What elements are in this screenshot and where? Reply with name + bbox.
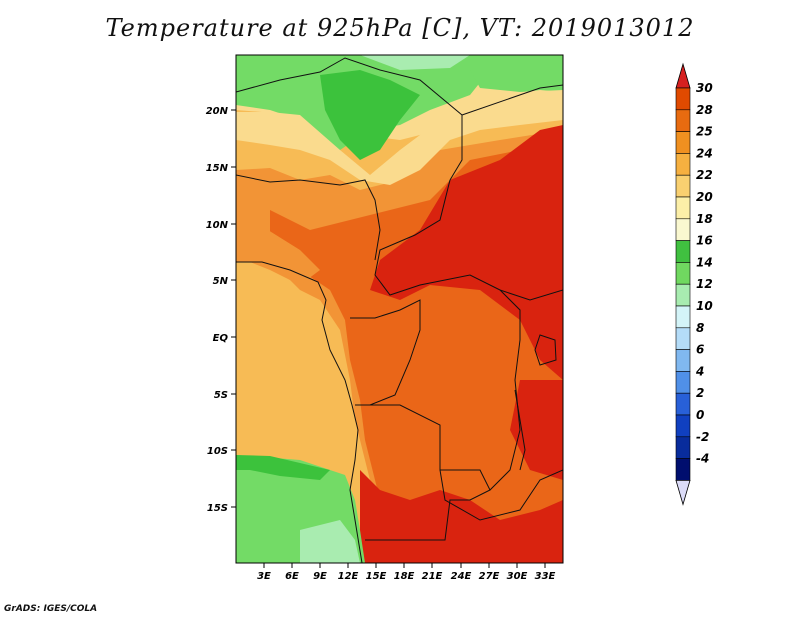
colorbar-band bbox=[675, 262, 691, 285]
lat-label: 10S bbox=[207, 446, 228, 457]
colorbar-level-label: 30 bbox=[696, 81, 713, 95]
lon-labels: 3E 6E 9E 12E 15E 18E 21E 24E 27E 30E 33E bbox=[257, 571, 555, 582]
field-south-green-dark bbox=[236, 455, 330, 480]
colorbar-level-label: 16 bbox=[696, 234, 713, 248]
colorbar-level-label: 24 bbox=[696, 146, 713, 160]
lon-label: 3E bbox=[257, 571, 271, 582]
colorbar-band bbox=[675, 131, 691, 154]
colorbar-level-label: 18 bbox=[696, 212, 713, 226]
lat-label: EQ bbox=[213, 333, 229, 344]
lon-label: 24E bbox=[451, 571, 472, 582]
colorbar-level-label: 4 bbox=[695, 364, 704, 378]
lon-label: 12E bbox=[338, 571, 359, 582]
colorbar-level-label: 6 bbox=[696, 343, 704, 357]
coastline-west bbox=[236, 261, 363, 563]
colorbar-top-arrow bbox=[675, 62, 691, 89]
field-land-hot-north bbox=[370, 125, 563, 380]
map-title: Temperature at 925hPa [C], VT: 201901301… bbox=[105, 14, 695, 42]
colorbar-band bbox=[675, 174, 691, 198]
lat-label: 5S bbox=[214, 390, 228, 401]
colorbar-level-label: -2 bbox=[696, 430, 709, 444]
colorbar-level-label: 10 bbox=[696, 299, 713, 313]
lon-ticks bbox=[263, 563, 546, 568]
colorbar-band bbox=[675, 371, 691, 394]
border-sahel bbox=[236, 174, 381, 261]
border-drc-east bbox=[489, 289, 521, 491]
colorbar-band bbox=[675, 327, 691, 350]
border-zambia bbox=[439, 469, 563, 521]
colorbar-band bbox=[675, 458, 691, 481]
country-borders bbox=[236, 57, 563, 563]
colorbar-level-label: 12 bbox=[696, 277, 713, 291]
colorbar-level-label: 8 bbox=[696, 321, 704, 335]
lat-labels: 20N 15N 10N 5N EQ 5S 10S 15S bbox=[206, 106, 229, 514]
colorbar-level-label: 2 bbox=[696, 386, 704, 400]
field-coast-belt bbox=[236, 185, 320, 285]
colorbar-band bbox=[675, 153, 691, 176]
field-south-green-pale bbox=[300, 520, 360, 563]
colorbar-level-label: 22 bbox=[696, 168, 713, 182]
colorbar-band bbox=[675, 196, 691, 220]
colorbar-band bbox=[675, 218, 691, 241]
lon-label: 33E bbox=[535, 571, 556, 582]
colorbar-level-label: 20 bbox=[696, 190, 713, 204]
colorbar-band bbox=[675, 240, 691, 263]
colorbar-level-label: 14 bbox=[696, 255, 713, 269]
colorbar-band bbox=[675, 305, 691, 329]
colorbar-band bbox=[675, 109, 691, 132]
colorbar-level-label: 25 bbox=[696, 125, 713, 139]
grads-footer: GrADS: IGES/COLA bbox=[4, 604, 98, 614]
temperature-field bbox=[236, 55, 563, 563]
lat-label: 10N bbox=[206, 220, 229, 231]
border-east bbox=[461, 84, 563, 116]
lon-label: 15E bbox=[366, 571, 387, 582]
lat-label: 15S bbox=[207, 503, 228, 514]
map-frame bbox=[235, 54, 564, 564]
border-chad bbox=[374, 179, 563, 301]
lon-label: 9E bbox=[313, 571, 327, 582]
colorbar-band bbox=[675, 414, 691, 438]
lat-label: 15N bbox=[206, 163, 229, 174]
colorbar-band bbox=[675, 87, 691, 111]
colorbar-level-label: 0 bbox=[696, 408, 704, 422]
lake-tanganyika bbox=[514, 389, 526, 471]
lon-label: 21E bbox=[422, 571, 443, 582]
lat-label: 5N bbox=[213, 276, 229, 287]
colorbar-band bbox=[675, 349, 691, 372]
border-congo bbox=[350, 299, 421, 406]
colorbar-level-label: -4 bbox=[696, 452, 709, 466]
colorbar-bottom-arrow bbox=[675, 479, 691, 506]
border-angola bbox=[355, 404, 491, 541]
colorbar-level-label: 28 bbox=[696, 103, 713, 117]
lon-label: 6E bbox=[285, 571, 299, 582]
colorbar-band bbox=[675, 436, 691, 459]
lat-label: 20N bbox=[206, 106, 229, 117]
colorbar-band bbox=[675, 392, 691, 416]
field-sahara-green-dark bbox=[320, 70, 420, 160]
lon-label: 18E bbox=[394, 571, 415, 582]
colorbar-band bbox=[675, 283, 691, 307]
lat-ticks bbox=[231, 109, 236, 508]
border-sahara bbox=[236, 57, 463, 181]
lake-victoria bbox=[534, 334, 557, 366]
field-ne-green bbox=[470, 55, 563, 92]
field-sahara-green-pale bbox=[360, 55, 470, 70]
lon-label: 30E bbox=[507, 571, 528, 582]
lon-label: 27E bbox=[479, 571, 500, 582]
field-sahara-yellow bbox=[236, 90, 563, 185]
